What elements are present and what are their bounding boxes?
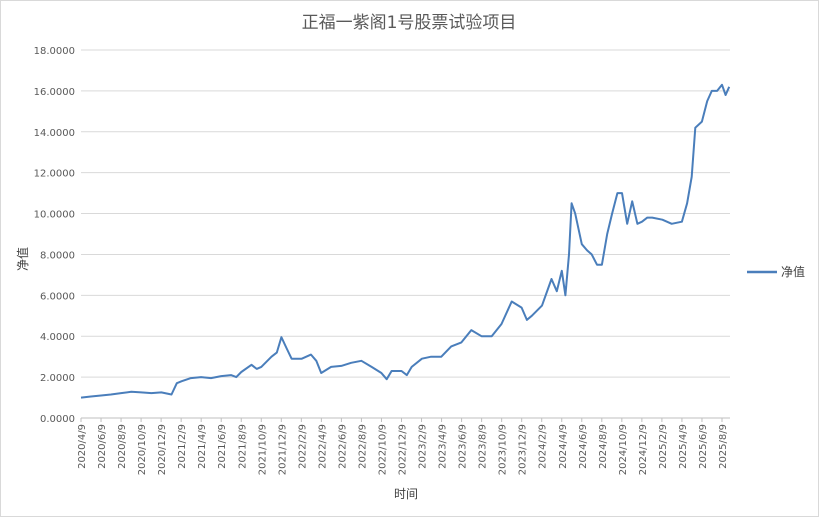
x-tick-label: 2021/2/9 [177,424,188,469]
x-tick-label: 2025/8/9 [718,424,729,469]
y-tick-label: 16.0000 [34,87,75,98]
x-axis-label: 时间 [394,487,418,501]
x-tick-label: 2020/12/9 [157,424,168,475]
x-tick-label: 2023/8/9 [478,424,489,469]
y-tick-label: 14.0000 [34,128,75,139]
x-tick-label: 2022/2/9 [297,424,308,469]
y-tick-label: 0.0000 [40,414,75,425]
x-tick-label: 2021/6/9 [217,424,228,469]
y-axis-ticks: 0.0000 2.0000 4.0000 6.0000 8.0000 10.0000 12.… [34,46,75,425]
series-line [80,83,731,399]
x-tick-label: 2023/6/9 [458,424,469,469]
x-tick-label: 2021/8/9 [237,424,248,469]
x-tick-label: 2024/4/9 [558,424,569,469]
x-tick-label: 2021/12/9 [277,424,288,475]
x-tick-label: 2024/6/9 [578,424,589,469]
x-tick-label: 2024/12/9 [638,424,649,475]
x-tick-label: 2022/4/9 [317,424,328,469]
x-axis-ticks: 2020/4/9 2020/6/9 2020/8/9 2020/10/9 2020/12… [77,418,729,475]
x-tick-label: 2020/6/9 [97,424,108,469]
y-axis-label: 净值 [15,247,30,271]
gridlines [81,49,730,378]
chart-title: 正福一紫阁1号股票试验项目 [302,13,517,33]
x-tick-label: 2024/10/9 [618,424,629,475]
x-tick-label: 2024/8/9 [598,424,609,469]
series-layer [80,83,731,399]
x-tick-label: 2022/10/9 [377,424,388,475]
x-tick-label: 2020/4/9 [77,424,88,469]
x-tick-label: 2025/4/9 [678,424,689,469]
x-tick-label: 2025/2/9 [658,424,669,469]
x-tick-label: 2022/6/9 [337,424,348,469]
x-tick-label: 2023/12/9 [518,424,529,475]
y-tick-label: 6.0000 [40,291,75,302]
x-tick-label: 2022/12/9 [398,424,409,475]
x-tick-label: 2022/8/9 [357,424,368,469]
x-tick-label: 2021/4/9 [197,424,208,469]
y-tick-label: 2.0000 [40,373,75,384]
x-tick-label: 2023/2/9 [418,424,429,469]
y-tick-label: 18.0000 [34,46,75,57]
y-tick-label: 8.0000 [40,250,75,261]
legend: 净值 [747,264,805,279]
y-tick-label: 12.0000 [34,169,75,180]
y-tick-label: 4.0000 [40,332,75,343]
y-tick-label: 10.0000 [34,210,75,221]
x-tick-label: 2025/6/9 [698,424,709,469]
x-tick-label: 2020/8/9 [117,424,128,469]
x-tick-label: 2023/10/9 [498,424,509,475]
x-tick-label: 2023/4/9 [438,424,449,469]
x-tick-label: 2024/2/9 [538,424,549,469]
x-tick-label: 2020/10/9 [137,424,148,475]
x-tick-label: 2021/10/9 [257,424,268,475]
legend-label: 净值 [781,264,805,279]
